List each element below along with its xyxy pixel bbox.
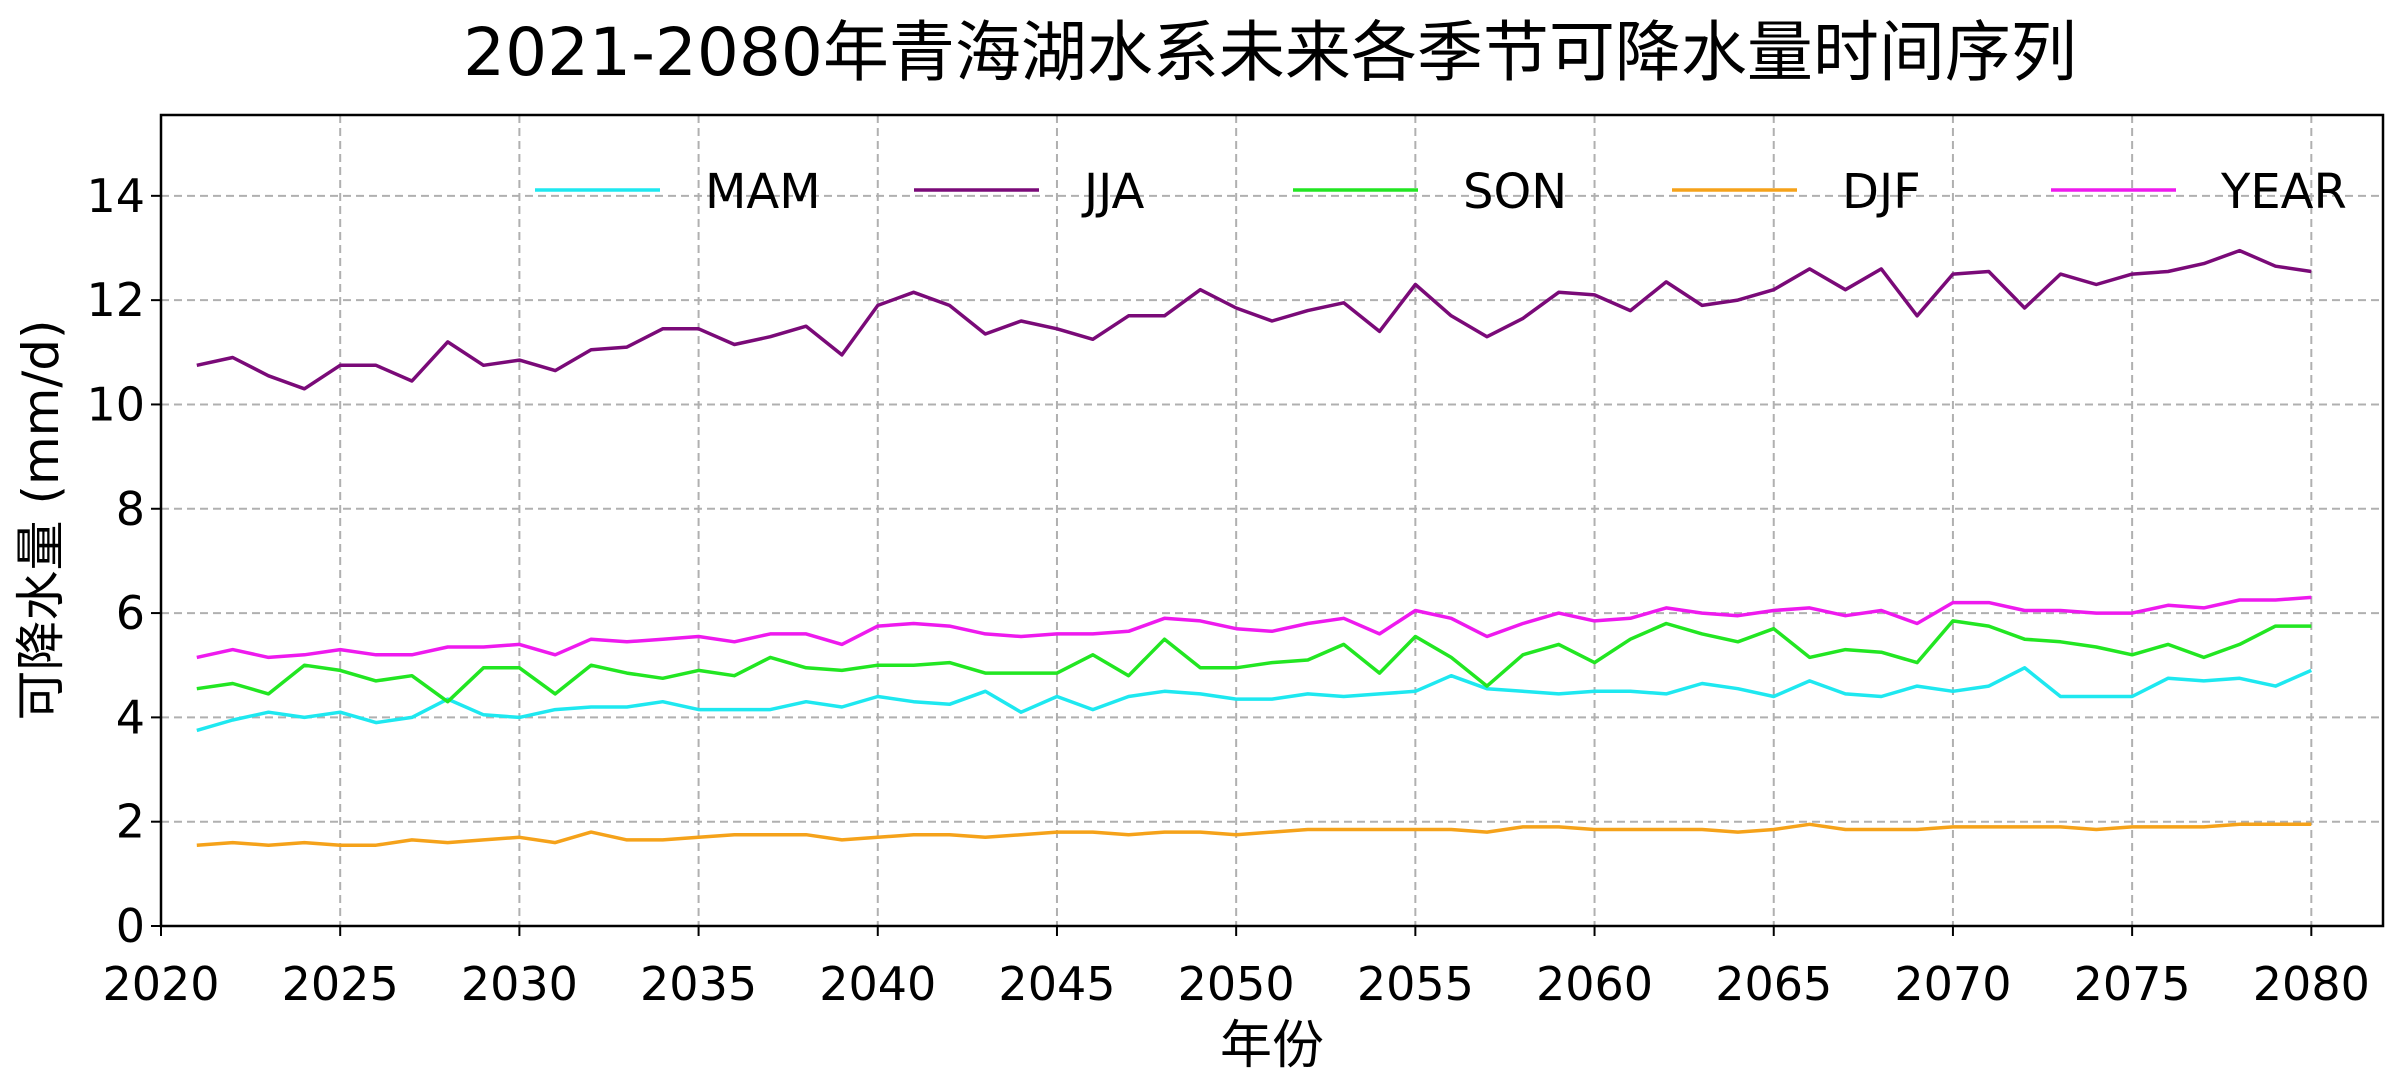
grid: [160, 115, 2383, 927]
x-tick-label: 2035: [640, 957, 757, 1011]
y-tick-label: 0: [116, 899, 145, 953]
y-axis-label: 可降水量 (mm/d): [12, 320, 70, 721]
legend-label-jja: JJA: [1081, 164, 1144, 220]
x-tick-label: 2050: [1178, 957, 1295, 1011]
y-tick-label: 4: [116, 690, 145, 744]
y-tick-label: 14: [86, 169, 145, 223]
plot-frame: [159, 113, 2385, 928]
legend-label-djf: DJF: [1842, 164, 1921, 220]
x-tick-label: 2065: [1715, 957, 1832, 1011]
chart-title: 2021-2080年青海湖水系未来各季节可降水量时间序列: [463, 14, 2077, 91]
series-line-year: [196, 595, 2312, 660]
x-tick-label: 2020: [102, 957, 219, 1011]
y-tick-label: 12: [86, 273, 145, 327]
series-line-mam: [196, 666, 2313, 733]
y-tick-label: 10: [86, 377, 145, 431]
x-tick-label: 2025: [282, 957, 399, 1011]
legend-label-son: SON: [1463, 164, 1567, 220]
x-tick-label: 2055: [1357, 957, 1474, 1011]
y-tick-label: 2: [116, 795, 145, 849]
y-axis: 0 2 4 6 8 10 12 14: [86, 169, 161, 953]
x-axis-label: 年份: [1220, 1016, 1324, 1076]
x-tick-label: 2060: [1536, 957, 1653, 1011]
series-lines: [196, 248, 2313, 847]
legend-label-year: YEAR: [2220, 164, 2347, 220]
x-tick-label: 2030: [461, 957, 578, 1011]
legend: MAM JJA SON DJF YEAR: [535, 164, 2347, 220]
y-tick-label: 6: [116, 586, 145, 640]
legend-label-mam: MAM: [705, 164, 821, 220]
x-tick-label: 2075: [2074, 957, 2191, 1011]
series-line-son: [196, 619, 2312, 704]
series-line-djf: [196, 822, 2312, 847]
x-tick-label: 2080: [2253, 957, 2370, 1011]
x-tick-label: 2040: [819, 957, 936, 1011]
series-line-jja: [196, 248, 2312, 391]
y-tick-label: 8: [116, 482, 145, 536]
x-tick-label: 2070: [1894, 957, 2011, 1011]
x-axis: 2020 2025 2030 2035 2040 2045 2050 2055 2060 2065…: [102, 926, 2370, 1011]
x-tick-label: 2045: [998, 957, 1115, 1011]
